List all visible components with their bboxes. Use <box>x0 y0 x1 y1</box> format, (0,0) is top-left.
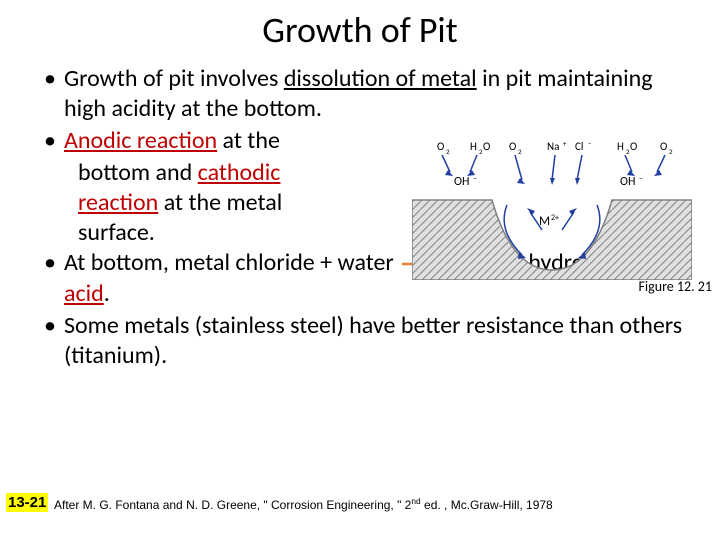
b2-l2a: bottom and <box>78 158 198 187</box>
citation-b: ed. , Mc.Graw-Hill, 1978 <box>421 498 553 512</box>
citation-a: After M. G. Fontana and N. D. Greene, " … <box>54 498 411 512</box>
b2-rest: at the <box>217 126 280 155</box>
svg-text:O: O <box>509 140 516 153</box>
svg-text:Cl: Cl <box>575 140 583 153</box>
bullet-4-text: Some metals (stainless steel) have bette… <box>64 311 690 371</box>
bullet-dot: • <box>36 126 64 156</box>
bullet-dot: • <box>36 248 64 309</box>
slide-number: 13-21 <box>6 493 48 512</box>
svg-text:2: 2 <box>669 147 673 156</box>
svg-text:O: O <box>630 140 637 153</box>
b2-cathodic: cathodic <box>198 158 281 187</box>
svg-text:OH: OH <box>620 175 635 189</box>
svg-text:+: + <box>563 139 567 148</box>
bullet-dot: • <box>36 311 64 371</box>
b3-post-c: . <box>104 279 110 308</box>
svg-text:Na: Na <box>547 140 559 153</box>
bullet-1-text: Growth of pit involves dissolution of me… <box>64 64 690 124</box>
b1-underline: dissolution of metal <box>284 64 477 93</box>
b2-l3b: at the metal <box>158 188 282 217</box>
b2-anodic: Anodic reaction <box>64 126 217 155</box>
citation: After M. G. Fontana and N. D. Greene, " … <box>54 496 553 512</box>
bullet-4: • Some metals (stainless steel) have bet… <box>36 311 690 371</box>
svg-text:−: − <box>473 174 477 184</box>
svg-text:−: − <box>588 139 592 148</box>
page-title: Growth of Pit <box>0 0 720 64</box>
svg-text:O: O <box>660 140 667 153</box>
svg-text:H: H <box>617 140 624 153</box>
svg-text:O: O <box>437 140 444 153</box>
svg-text:−: − <box>639 174 643 184</box>
svg-text:2+: 2+ <box>551 213 559 223</box>
b3-pre: At bottom, metal chloride + water <box>64 248 394 277</box>
svg-text:H: H <box>470 140 477 153</box>
svg-text:OH: OH <box>454 175 469 189</box>
b1-pre: Growth of pit involves <box>64 64 284 93</box>
figure-caption: Figure 12. 21 <box>639 278 713 295</box>
bullet-dot: • <box>36 64 64 124</box>
svg-text:2: 2 <box>446 147 450 156</box>
pit-diagram: O2 H2O O2 Na+ Cl− H2O O2 OH− OH− M2+ <box>412 130 692 285</box>
b2-reaction: reaction <box>78 188 158 217</box>
citation-sup: nd <box>411 496 420 506</box>
bullet-1: • Growth of pit involves dissolution of … <box>36 64 690 124</box>
svg-text:2: 2 <box>518 147 522 156</box>
svg-text:O: O <box>483 140 490 153</box>
